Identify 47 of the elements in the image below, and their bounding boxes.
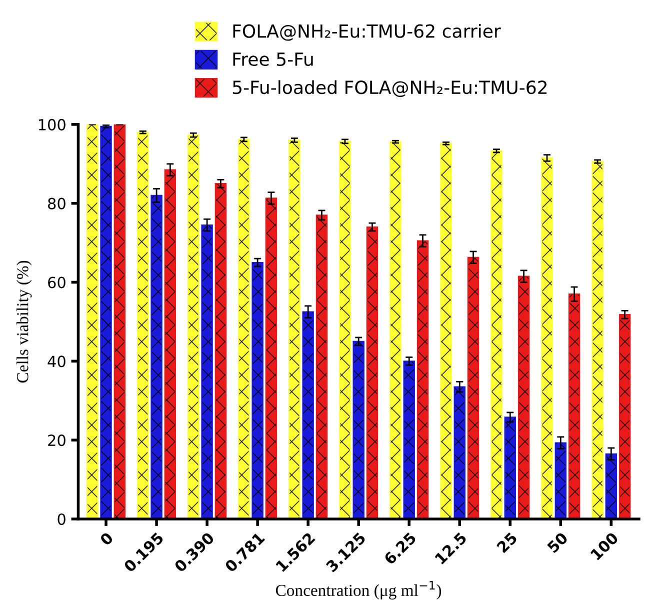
- bar: [288, 140, 300, 519]
- bar: [252, 262, 264, 519]
- bar: [339, 140, 351, 519]
- bar: [440, 142, 452, 519]
- bar: [114, 124, 126, 519]
- y-tick-label: 100: [38, 118, 66, 130]
- bar: [137, 132, 149, 519]
- bar: [316, 214, 328, 519]
- bar: [618, 314, 631, 519]
- bar: [390, 141, 402, 519]
- bar: [518, 276, 530, 519]
- y-tick-label: 20: [48, 434, 66, 446]
- y-tick-label: 40: [48, 356, 66, 368]
- bar: [86, 124, 98, 519]
- bar: [265, 198, 278, 519]
- y-tick-label: 80: [48, 198, 66, 210]
- bar: [352, 340, 364, 519]
- bar: [150, 194, 162, 519]
- y-axis-title: Cells viability (%): [16, 260, 32, 383]
- bar: [188, 134, 200, 519]
- bar: [366, 226, 378, 519]
- bar: [568, 294, 580, 519]
- y-tick-label: 60: [48, 276, 66, 288]
- bar: [467, 256, 480, 519]
- legend-label: 5-Fu-loaded FOLA@NH₂-Eu:TMU-62: [232, 80, 547, 98]
- x-axis-title: Concentration (μg ml$^{−1}$): [276, 580, 442, 600]
- bar: [302, 311, 314, 519]
- bar: [164, 169, 176, 519]
- bar: [416, 240, 429, 519]
- bar: [238, 138, 250, 519]
- bar: [403, 360, 415, 519]
- bar: [554, 442, 567, 519]
- bar: [541, 157, 553, 519]
- bar: [504, 416, 516, 519]
- x-tick-label: 0: [99, 532, 114, 546]
- legend-label: FOLA@NH₂-Eu:TMU-62 carrier: [233, 24, 501, 41]
- bar: [605, 453, 618, 519]
- bar: [214, 183, 227, 519]
- x-tick-label: 50: [546, 532, 569, 554]
- bar: [454, 386, 466, 519]
- bar: [490, 150, 502, 519]
- bar: [201, 224, 213, 519]
- x-tick-label: 25: [496, 532, 518, 554]
- legend-label: Free 5-Fu: [233, 52, 313, 66]
- y-tick-label: 0: [58, 513, 66, 526]
- bar: [100, 126, 112, 519]
- bar: [592, 160, 604, 519]
